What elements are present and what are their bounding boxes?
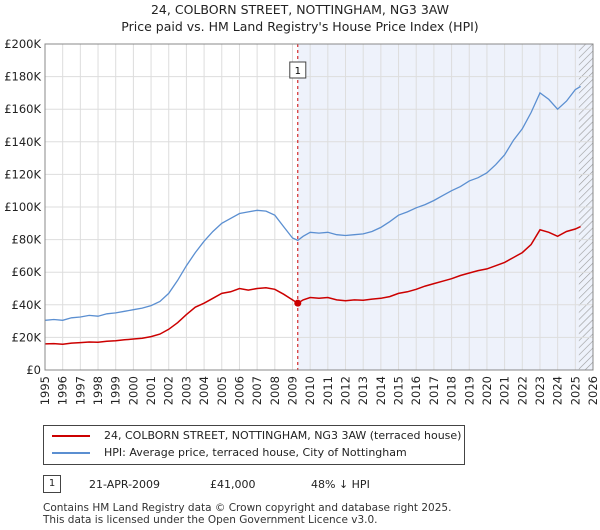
x-tick-label: 2010 <box>303 376 317 405</box>
sale-marker-badge: 1 <box>289 61 307 79</box>
y-tick-label: £160K <box>4 102 41 116</box>
x-tick-label: 2016 <box>409 376 423 405</box>
x-tick-label: 2014 <box>374 376 388 405</box>
legend-property-swatch <box>52 435 90 437</box>
x-tick-label: 2003 <box>179 376 193 405</box>
transaction-badge: 1 <box>43 475 61 493</box>
x-tick-label: 2006 <box>232 376 246 405</box>
x-tick-label: 2007 <box>250 376 264 405</box>
y-tick-label: £40K <box>12 298 42 312</box>
y-tick-label: £140K <box>4 135 41 149</box>
legend-property-label: 24, COLBORN STREET, NOTTINGHAM, NG3 3AW … <box>104 429 462 442</box>
x-tick-label: 1999 <box>109 376 123 405</box>
x-tick-label: 2019 <box>462 376 476 405</box>
y-tick-label: £180K <box>4 70 41 84</box>
hpi-series-line <box>44 85 581 321</box>
footer-licence: This data is licensed under the Open Gov… <box>43 514 378 526</box>
x-tick-label: 2022 <box>515 376 529 405</box>
x-tick-label: 1996 <box>56 376 70 405</box>
x-tick-label: 2025 <box>568 376 582 405</box>
transaction-hpi-delta: 48% ↓ HPI <box>311 478 370 491</box>
x-tick-label: 2018 <box>445 376 459 405</box>
legend-hpi-swatch <box>52 452 90 454</box>
transaction-price: £41,000 <box>210 478 256 491</box>
sale-point <box>294 299 302 307</box>
x-tick-label: 2001 <box>144 376 158 405</box>
y-tick-label: £200K <box>4 37 41 51</box>
property-series-line <box>44 225 581 345</box>
y-axis-labels: £0 £20K £40K £60K £80K £100K £120K £140K £160K £1… <box>4 37 41 377</box>
x-tick-label: 2012 <box>339 376 353 405</box>
y-tick-label: £0 <box>26 363 41 377</box>
x-tick-label: 1997 <box>73 376 87 405</box>
legend: 24, COLBORN STREET, NOTTINGHAM, NG3 3AW … <box>43 425 465 465</box>
y-tick-label: £80K <box>12 233 42 247</box>
x-tick-label: 2000 <box>126 376 140 405</box>
x-axis-labels: 1995 1996 1997 1998 1999 2000 2001 2002 2003 2004… <box>38 376 600 405</box>
x-tick-label: 2015 <box>392 376 406 405</box>
y-tick-label: £120K <box>4 167 41 181</box>
x-tick-label: 2021 <box>498 376 512 405</box>
x-tick-label: 1995 <box>38 376 52 405</box>
x-tick-label: 2011 <box>321 376 335 405</box>
x-tick-label: 2020 <box>480 376 494 405</box>
sale-marker-label: 1 <box>295 66 301 77</box>
x-tick-label: 2008 <box>268 376 282 405</box>
x-tick-label: 2026 <box>586 376 600 405</box>
footer-copyright: Contains HM Land Registry data © Crown c… <box>43 502 452 514</box>
x-tick-label: 2005 <box>215 376 229 405</box>
price-chart: 1 £0 £20K £40K £60K £80K £100K £120K £140K £160K… <box>4 37 600 405</box>
y-tick-label: £100K <box>4 200 41 214</box>
y-tick-label: £20K <box>12 330 42 344</box>
x-tick-label: 2009 <box>285 376 299 405</box>
x-tick-label: 2002 <box>162 376 176 405</box>
legend-hpi-label: HPI: Average price, terraced house, City… <box>104 446 407 459</box>
chart-subtitle: Price paid vs. HM Land Registry's House … <box>121 19 479 34</box>
x-tick-label: 2017 <box>427 376 441 405</box>
y-tick-label: £60K <box>12 265 42 279</box>
x-tick-label: 2004 <box>197 376 211 405</box>
chart-title: 24, COLBORN STREET, NOTTINGHAM, NG3 3AW <box>150 2 449 17</box>
x-tick-label: 2024 <box>551 376 565 405</box>
x-tick-label: 2013 <box>356 376 370 405</box>
plot-frame <box>44 43 594 371</box>
transaction-date: 21-APR-2009 <box>89 478 161 491</box>
x-tick-label: 1998 <box>91 376 105 405</box>
x-tick-label: 2023 <box>533 376 547 405</box>
